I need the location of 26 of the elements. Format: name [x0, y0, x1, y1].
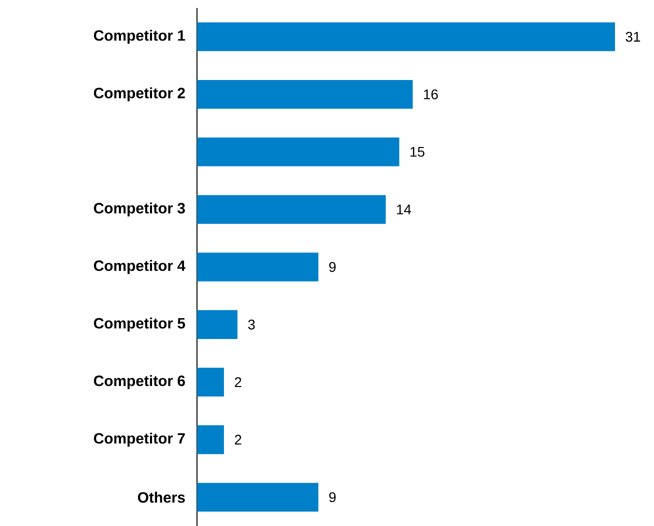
data-label: 2 [234, 434, 242, 444]
y-tick-label: Competitor 3 [94, 202, 185, 216]
bar [197, 252, 318, 282]
y-tick-label: Competitor 6 [94, 374, 185, 389]
data-label: 9 [329, 262, 336, 272]
y-tick-label: Competitor 7 [94, 432, 185, 446]
data-label: 16 [424, 89, 438, 100]
y-tick-label: Competitor 2 [94, 87, 185, 102]
data-label: 3 [248, 319, 255, 330]
bar [197, 22, 616, 51]
data-label: 31 [626, 32, 640, 42]
y-tick-label: Competitor 5 [94, 317, 186, 332]
bar [197, 482, 318, 512]
bar [197, 137, 400, 166]
bar [197, 367, 224, 396]
bar [197, 310, 238, 339]
bar [197, 425, 224, 454]
y-tick-label: Competitor 1 [94, 30, 186, 44]
data-label: 9 [329, 492, 336, 502]
y-tick-label: Competitor 4 [94, 260, 186, 274]
bar [197, 194, 386, 224]
y-tick-label: Others [138, 491, 185, 502]
data-label: 14 [397, 204, 412, 214]
data-label: 15 [410, 146, 424, 157]
bar [197, 80, 413, 108]
data-label: 2 [234, 376, 242, 387]
